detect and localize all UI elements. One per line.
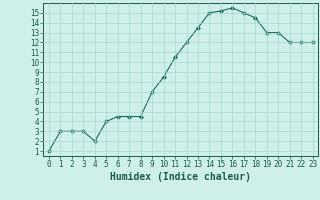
- X-axis label: Humidex (Indice chaleur): Humidex (Indice chaleur): [110, 172, 251, 182]
